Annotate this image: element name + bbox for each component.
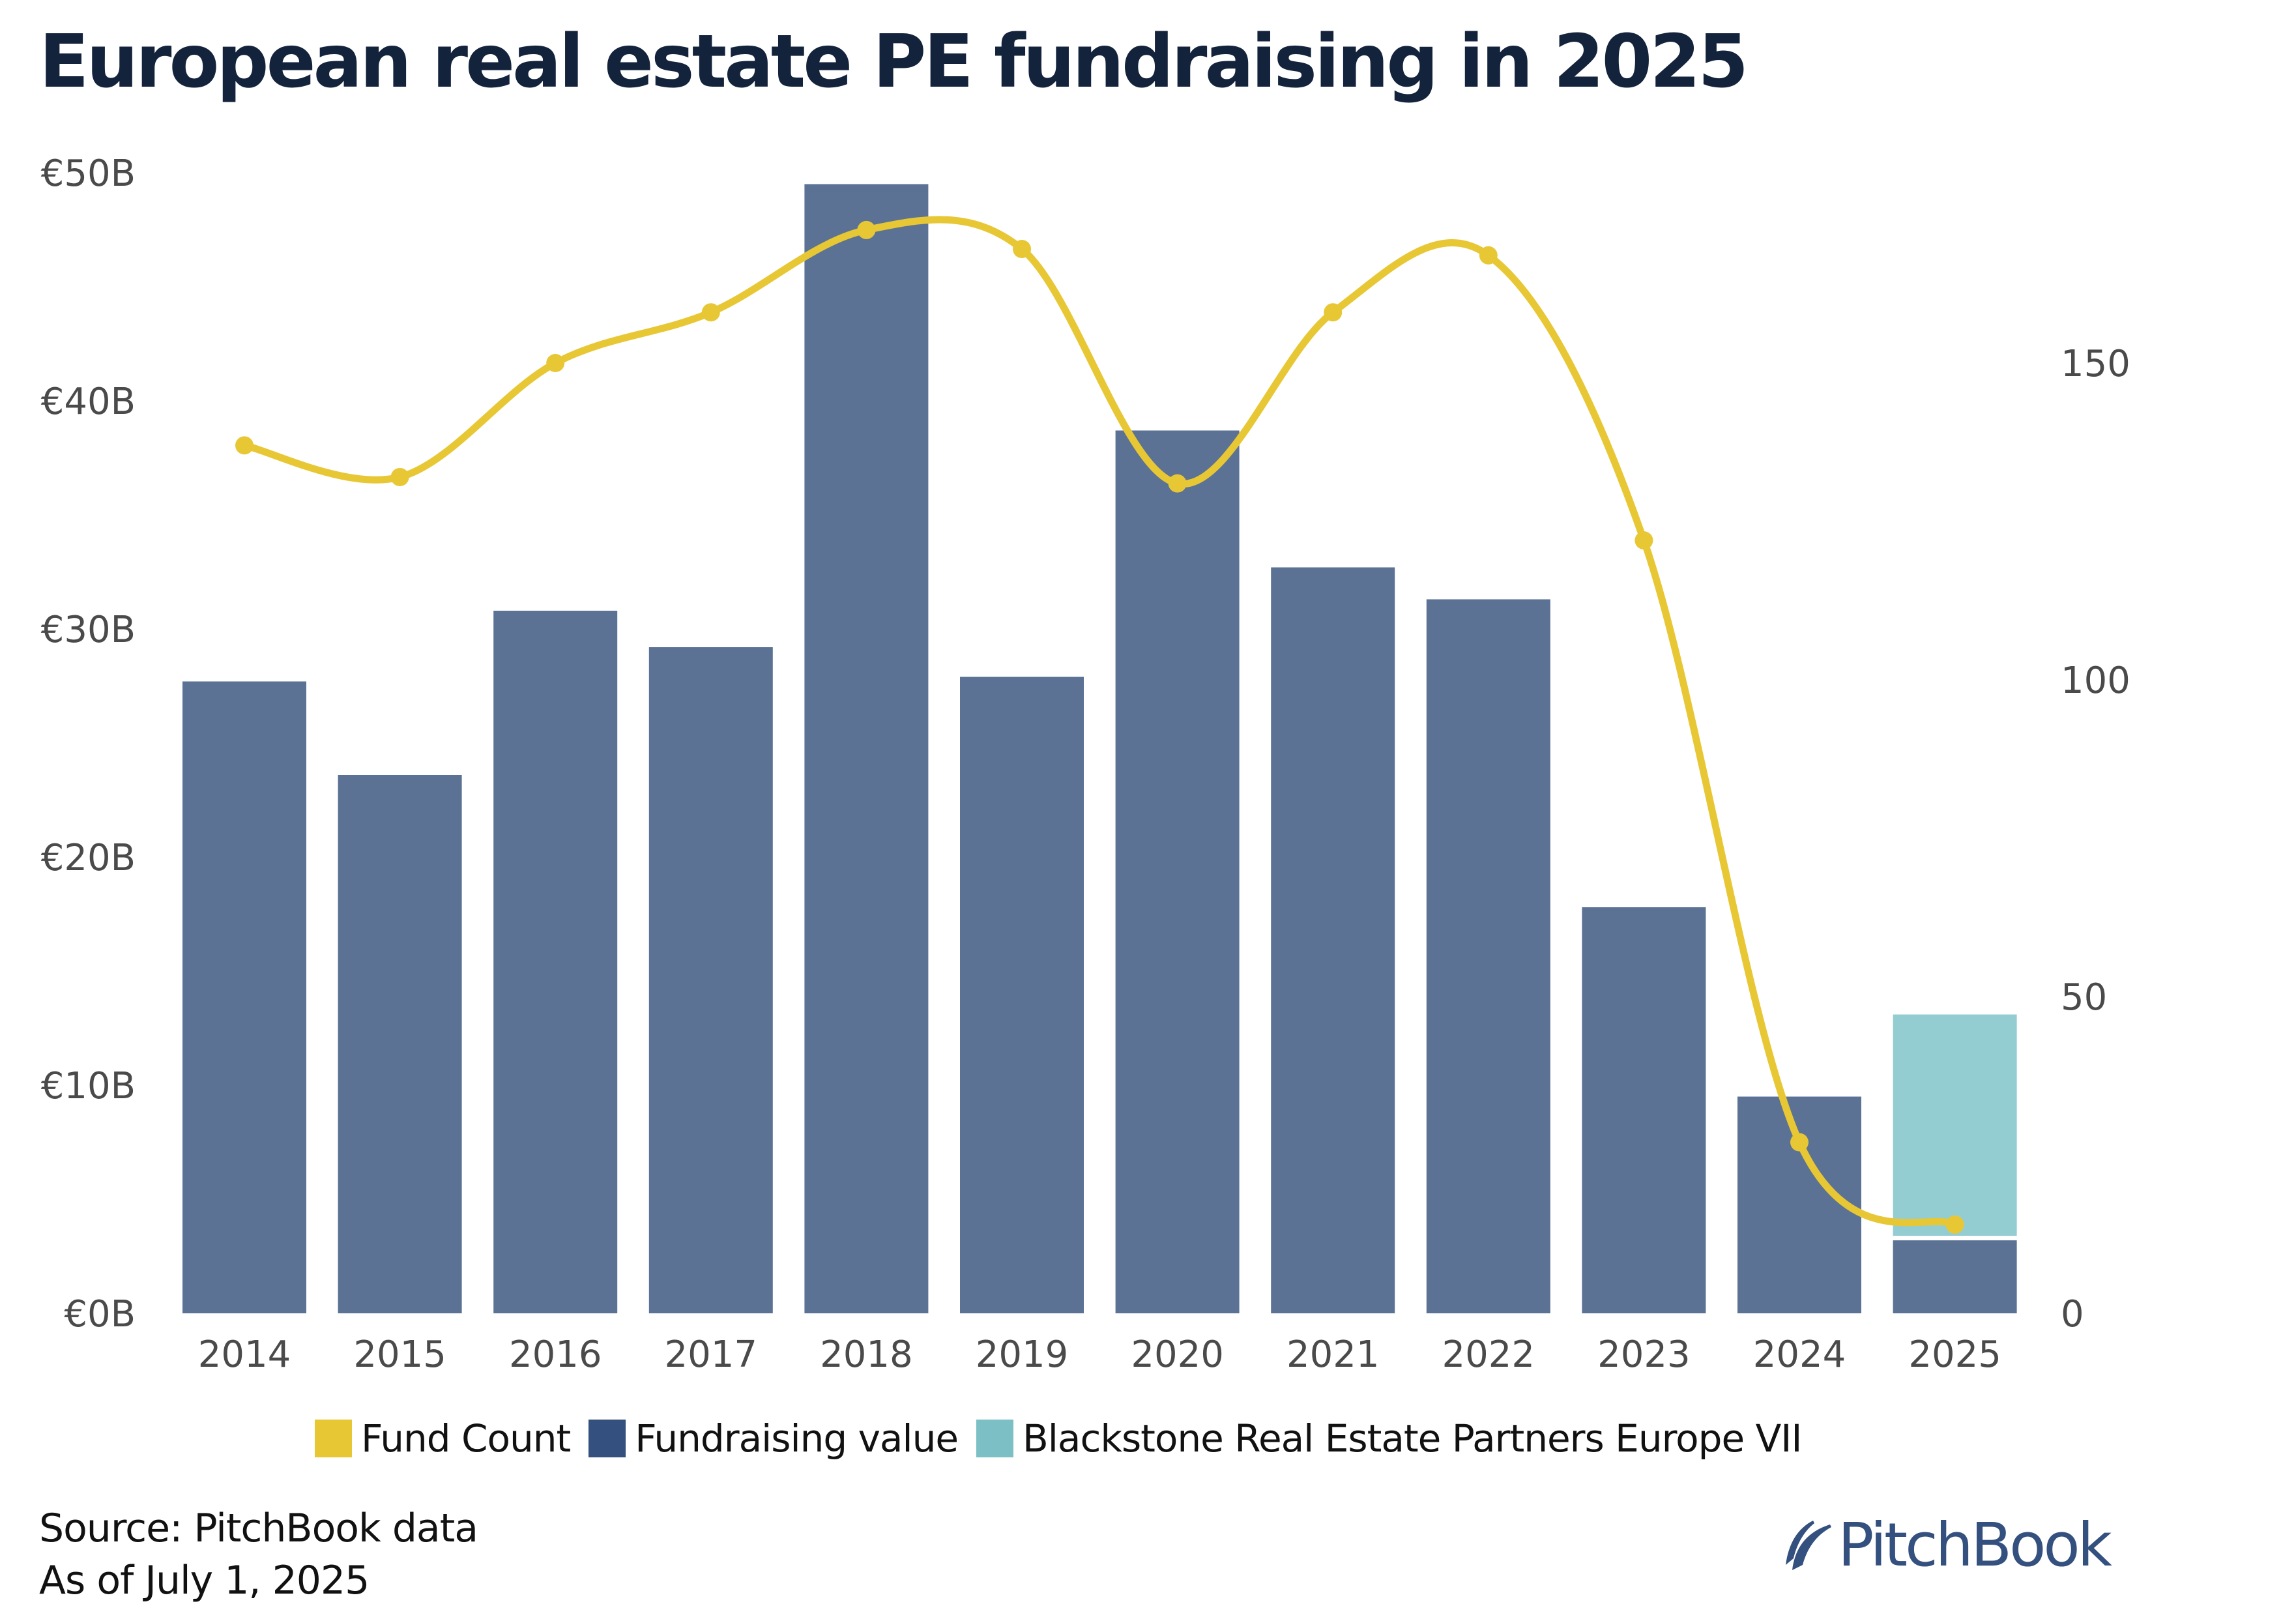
fund-count-line-layer xyxy=(235,216,1964,1234)
fund-count-point-2020[interactable] xyxy=(1168,474,1187,493)
fund-count-point-2021[interactable] xyxy=(1324,303,1343,322)
right-axis-tick-label: 100 xyxy=(2061,660,2130,702)
fund-count-point-2022[interactable] xyxy=(1479,246,1498,265)
right-axis: 0 50 100 150 xyxy=(2061,343,2130,1335)
fund-count-point-2023[interactable] xyxy=(1635,531,1653,550)
footer: Source: PitchBook data As of July 1, 202… xyxy=(39,1502,478,1607)
x-axis: 2014 2015 2016 2017 2018 2019 2020 2021 2022 2023… xyxy=(198,1334,2001,1376)
x-axis-tick-label: 2025 xyxy=(1908,1334,2001,1376)
x-axis-tick-label: 2023 xyxy=(1597,1334,1691,1376)
left-axis-tick-label: €40B xyxy=(41,381,136,423)
legend-swatch-blackstone xyxy=(976,1420,1014,1457)
bar-fundraising-value-2023 xyxy=(1582,907,1706,1313)
bar-fundraising-value-2018 xyxy=(804,184,929,1313)
legend-swatch-fund-count xyxy=(315,1420,352,1457)
bar-fundraising-value-2021 xyxy=(1271,567,1395,1313)
pitchbook-logo: PitchBook xyxy=(1783,1510,2112,1580)
bar-fundraising-value-2015 xyxy=(338,775,462,1313)
fund-count-point-2019[interactable] xyxy=(1013,240,1031,259)
bar-fundraising-value-2016 xyxy=(493,611,618,1313)
bar-blackstone-real-estate-partners-europe-vii-2025 xyxy=(1893,1014,2017,1236)
left-axis-tick-label: €0B xyxy=(64,1293,136,1335)
legend-label: Blackstone Real Estate Partners Europe V… xyxy=(1023,1416,1802,1461)
legend-label: Fund Count xyxy=(361,1416,571,1461)
legend-label: Fundraising value xyxy=(635,1416,959,1461)
right-axis-tick-label: 150 xyxy=(2061,343,2130,385)
pitchbook-sail-icon xyxy=(1786,1521,1831,1570)
x-axis-tick-label: 2016 xyxy=(509,1334,602,1376)
x-axis-tick-label: 2018 xyxy=(820,1334,913,1376)
bar-fundraising-value-2019 xyxy=(960,677,1084,1313)
legend-item-fund-count[interactable]: Fund Count xyxy=(315,1416,571,1461)
x-axis-tick-label: 2024 xyxy=(1753,1334,1846,1376)
fund-count-point-2018[interactable] xyxy=(857,220,876,239)
left-axis-tick-label: €10B xyxy=(41,1065,136,1107)
chart-title: European real estate PE fundraising in 2… xyxy=(39,20,1749,104)
left-axis: €0B €10B €20B €30B €40B €50B xyxy=(41,153,136,1335)
bar-fundraising-value-2017 xyxy=(648,647,773,1313)
x-axis-tick-label: 2015 xyxy=(353,1334,446,1376)
fund-count-point-2024[interactable] xyxy=(1790,1133,1809,1152)
left-axis-tick-label: €20B xyxy=(41,837,136,879)
source-note: Source: PitchBook data xyxy=(39,1506,478,1551)
fund-count-point-2015[interactable] xyxy=(390,467,409,486)
bar-fundraising-value-2024 xyxy=(1737,1096,1861,1313)
right-axis-tick-label: 0 xyxy=(2061,1293,2084,1335)
bar-fundraising-value-2025 xyxy=(1893,1240,2017,1313)
fund-count-point-2016[interactable] xyxy=(546,354,565,372)
bar-fundraising-value-2020 xyxy=(1115,430,1240,1313)
legend-item-blackstone[interactable]: Blackstone Real Estate Partners Europe V… xyxy=(976,1416,1802,1461)
logo-text: PitchBook xyxy=(1838,1510,2112,1580)
x-axis-tick-label: 2022 xyxy=(1442,1334,1535,1376)
fund-count-point-2017[interactable] xyxy=(701,303,720,322)
legend-swatch-fundraising-value xyxy=(589,1420,626,1457)
legend: Fund Count Fundraising value Blackstone … xyxy=(315,1416,1820,1461)
fund-count-point-2025[interactable] xyxy=(1945,1215,1964,1234)
legend-item-fundraising-value[interactable]: Fundraising value xyxy=(589,1416,959,1461)
x-axis-tick-label: 2017 xyxy=(665,1334,758,1376)
x-axis-tick-label: 2019 xyxy=(976,1334,1069,1376)
x-axis-tick-label: 2020 xyxy=(1131,1334,1224,1376)
right-axis-tick-label: 50 xyxy=(2061,976,2107,1019)
x-axis-tick-label: 2021 xyxy=(1286,1334,1380,1376)
bar-fundraising-value-2022 xyxy=(1426,599,1550,1313)
bars-layer xyxy=(182,184,2017,1313)
fund-count-point-2014[interactable] xyxy=(235,436,254,455)
x-axis-tick-label: 2014 xyxy=(198,1334,291,1376)
left-axis-tick-label: €30B xyxy=(41,609,136,651)
left-axis-tick-label: €50B xyxy=(41,153,136,195)
bar-fundraising-value-2014 xyxy=(182,681,306,1313)
as-of-note: As of July 1, 2025 xyxy=(39,1558,370,1603)
